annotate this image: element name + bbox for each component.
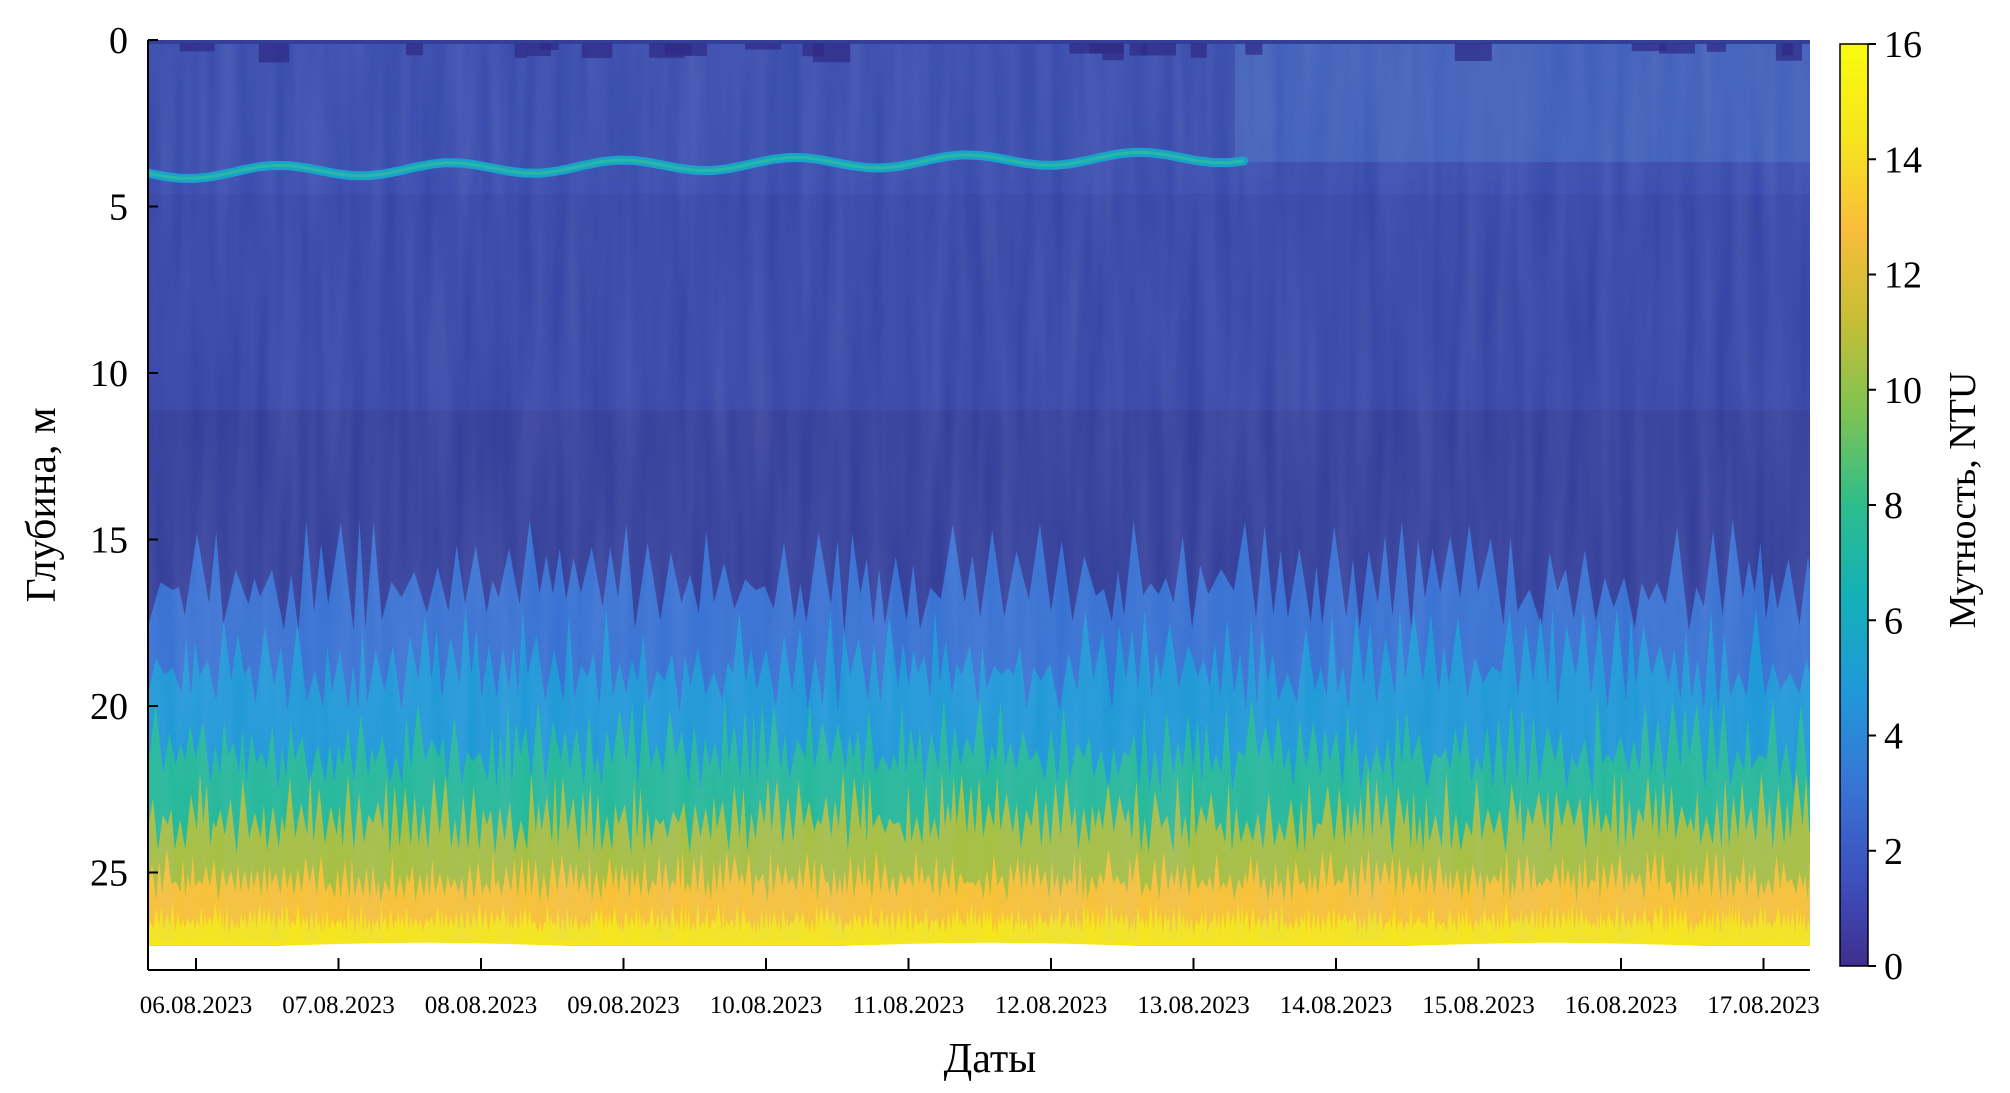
x-tick-label: 15.08.2023: [1422, 992, 1535, 1019]
colorbar-tick-label: 2: [1884, 831, 1903, 873]
surface-dip: [1102, 43, 1124, 61]
surface-dip: [581, 43, 613, 58]
y-tick-label: 25: [90, 853, 128, 895]
y-tick-label: 20: [90, 686, 128, 728]
colorbar-tick-label: 14: [1884, 139, 1922, 181]
y-tick-label: 15: [90, 520, 128, 562]
surface-dip: [540, 43, 559, 50]
colorbar-title: Мутность, NTU: [1942, 372, 1984, 629]
surface-dip: [745, 43, 782, 50]
x-tick-label: 14.08.2023: [1280, 992, 1393, 1019]
colorbar-tick-label: 12: [1884, 255, 1922, 297]
x-tick-label: 06.08.2023: [140, 992, 253, 1019]
x-tick-label: 12.08.2023: [995, 992, 1108, 1019]
colorbar-tick-label: 6: [1884, 600, 1903, 642]
surface-dip: [812, 43, 851, 63]
surface-dip: [179, 43, 215, 52]
surface-dip: [405, 43, 423, 56]
surface-dip: [649, 43, 685, 58]
colorbar-ticks: 0 2 4 6 8 10 12 14 16: [1868, 24, 1922, 988]
colorbar: 0 2 4 6 8 10 12 14 16 Мутность, NTU: [1839, 24, 1984, 988]
colorbar-tick-label: 4: [1884, 716, 1903, 758]
surface-dip: [258, 43, 290, 63]
surface-dip: [1781, 43, 1793, 56]
y-tick-label: 5: [109, 187, 128, 229]
y-tick-label: 10: [90, 353, 128, 395]
surface-dip: [1069, 43, 1102, 54]
turbid-layer-core: [148, 150, 1244, 180]
surface-dip: [1659, 43, 1695, 54]
surface-dip: [685, 43, 707, 56]
surface-dip: [514, 43, 527, 58]
seabed-white: [148, 942, 1799, 973]
x-axis-title: Даты: [944, 1036, 1037, 1082]
x-tick-label: 07.08.2023: [282, 992, 395, 1019]
heatmap-plot-area: [148, 40, 1810, 973]
y-axis-ticks: 0 5 10 15 20 25: [90, 20, 158, 895]
colorbar-ramp: [1839, 43, 1869, 967]
surface-low-turbidity-marks: [179, 43, 1802, 63]
x-tick-label: 08.08.2023: [425, 992, 538, 1019]
surface-dip: [1454, 43, 1492, 61]
surface-dip: [1706, 43, 1726, 52]
y-tick-label: 0: [109, 20, 128, 62]
x-tick-label: 13.08.2023: [1137, 992, 1250, 1019]
colorbar-tick-label: 8: [1884, 485, 1903, 527]
x-tick-label: 09.08.2023: [567, 992, 680, 1019]
x-tick-label: 10.08.2023: [710, 992, 823, 1019]
x-tick-label: 17.08.2023: [1707, 992, 1820, 1019]
y-axis-title: Глубина, м: [19, 407, 65, 602]
x-axis-ticks: 06.08.2023 07.08.2023 08.08.2023 09.08.2023…: [140, 958, 1820, 1019]
surface-dip: [1141, 43, 1176, 56]
x-tick-label: 16.08.2023: [1565, 992, 1678, 1019]
colorbar-tick-label: 0: [1884, 946, 1903, 988]
streak-texture: [148, 44, 1810, 941]
surface-dip: [1631, 43, 1667, 52]
x-tick-label: 11.08.2023: [853, 992, 965, 1019]
colorbar-tick-label: 16: [1884, 24, 1922, 66]
surface-dip: [1245, 43, 1263, 55]
surface-dip: [1190, 43, 1207, 58]
colorbar-tick-label: 10: [1884, 370, 1922, 412]
